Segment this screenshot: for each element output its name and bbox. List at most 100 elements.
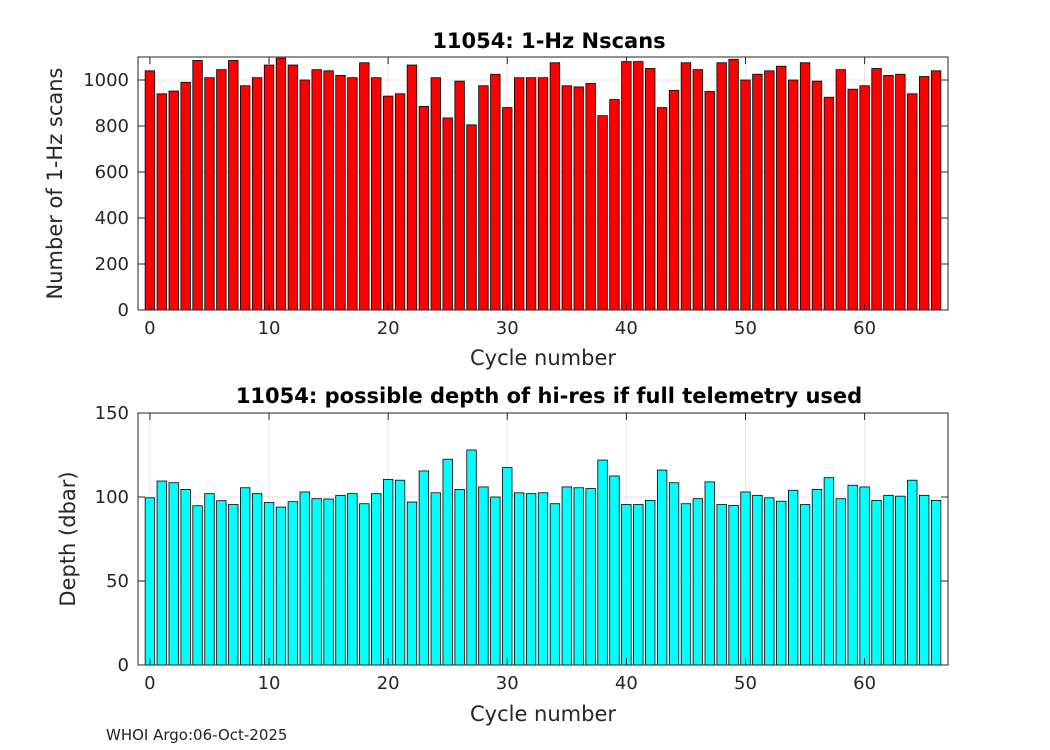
- top-bar: [156, 93, 167, 311]
- bottom-bar: [359, 503, 370, 666]
- top-bar: [180, 81, 191, 311]
- top-xtick-label: 30: [496, 318, 519, 339]
- top-bar: [311, 69, 322, 311]
- bottom-bar: [799, 504, 811, 666]
- bottom-bar: [323, 498, 334, 666]
- top-bar: [895, 73, 906, 311]
- bottom-bar: [371, 493, 382, 666]
- top-bar: [418, 106, 430, 311]
- top-bar: [859, 85, 870, 311]
- top-bar: [347, 77, 358, 311]
- bottom-ytick-label: 150: [95, 403, 129, 424]
- bottom-bar: [287, 501, 299, 666]
- bottom-bar: [418, 470, 430, 666]
- bottom-bar: [787, 489, 799, 666]
- bottom-bar: [502, 467, 513, 666]
- top-bar: [287, 64, 299, 311]
- top-bar: [394, 93, 406, 311]
- bottom-xtick-label: 60: [853, 673, 876, 694]
- top-bar: [883, 75, 894, 311]
- bottom-bar: [930, 499, 942, 666]
- bottom-bar: [823, 477, 835, 666]
- bottom-bar: [668, 482, 680, 666]
- top-bar: [704, 91, 715, 311]
- top-bar: [776, 65, 787, 311]
- bottom-chart-title: 11054: possible depth of hi-res if full …: [236, 384, 862, 408]
- top-x-axis-label: Cycle number: [470, 346, 616, 370]
- top-xtick-label: 10: [258, 318, 281, 339]
- top-bar: [919, 76, 930, 311]
- bottom-bar: [168, 482, 179, 666]
- top-bar: [192, 60, 203, 311]
- top-bar: [514, 77, 525, 311]
- bottom-bar: [752, 494, 763, 666]
- bottom-bar: [537, 492, 549, 666]
- top-bar: [454, 80, 465, 311]
- top-bar: [478, 85, 489, 311]
- top-ytick-label: 600: [95, 162, 129, 183]
- bottom-bar: [180, 489, 191, 666]
- top-axes-box: [137, 56, 949, 311]
- top-ytick-label: 1000: [83, 70, 129, 91]
- top-xtick-label: 60: [853, 318, 876, 339]
- top-xtick-label: 40: [615, 318, 638, 339]
- top-bar: [240, 85, 251, 311]
- bottom-bar: [311, 498, 322, 666]
- bottom-bar: [728, 504, 739, 666]
- credit-text: WHOI Argo:06-Oct-2025: [106, 726, 288, 744]
- bottom-x-axis-label: Cycle number: [470, 702, 616, 726]
- bottom-bar: [716, 504, 727, 666]
- top-ytick-label: 0: [118, 300, 129, 321]
- top-bar: [692, 69, 704, 311]
- top-bar: [299, 79, 310, 311]
- bottom-bar: [585, 488, 596, 666]
- top-bar: [633, 61, 644, 311]
- top-bar: [907, 93, 918, 311]
- bottom-bar: [633, 504, 644, 666]
- bottom-xtick-label: 10: [258, 673, 281, 694]
- top-bar: [335, 75, 346, 311]
- top-bar: [799, 62, 811, 311]
- bottom-bar: [811, 489, 823, 666]
- bottom-bar: [454, 489, 465, 666]
- top-bar: [645, 68, 656, 311]
- top-bar: [144, 70, 156, 311]
- top-bar: [359, 62, 370, 311]
- bottom-ytick-label: 0: [118, 655, 129, 676]
- bottom-bar: [621, 504, 632, 666]
- top-bar: [216, 69, 227, 311]
- bottom-bar: [573, 487, 584, 666]
- top-bar: [228, 60, 239, 311]
- bottom-bar: [156, 480, 167, 666]
- bottom-bar: [144, 497, 156, 666]
- bottom-y-axis-label: Depth (dbar): [56, 471, 80, 606]
- bottom-bar: [561, 486, 572, 666]
- bottom-ytick-label: 50: [106, 571, 129, 592]
- bottom-bar: [704, 481, 715, 666]
- bottom-bar: [549, 503, 561, 666]
- top-bar: [442, 117, 453, 311]
- top-bar: [382, 95, 394, 311]
- bottom-bar: [525, 493, 537, 666]
- bottom-xtick-label: 30: [496, 673, 519, 694]
- bottom-bar: [645, 499, 656, 666]
- top-bar: [251, 77, 263, 311]
- bottom-ytick-label: 100: [95, 487, 129, 508]
- top-bar: [811, 80, 823, 311]
- top-bar: [406, 64, 418, 311]
- bottom-xtick-label: 20: [377, 673, 400, 694]
- bottom-axes-box: [137, 412, 949, 666]
- top-bar: [656, 107, 668, 311]
- bottom-bar: [204, 493, 215, 666]
- bottom-bar: [514, 492, 525, 666]
- top-xtick-label: 20: [377, 318, 400, 339]
- bottom-bar: [406, 501, 418, 666]
- top-bar: [585, 83, 596, 311]
- bottom-bar: [692, 498, 704, 666]
- top-bar: [787, 79, 799, 311]
- top-bar: [668, 89, 680, 311]
- bottom-chart: 0 10 20 30 40 50 60 0 50 100 150 11054: possible de…: [56, 384, 949, 726]
- bottom-xtick-label: 0: [144, 673, 155, 694]
